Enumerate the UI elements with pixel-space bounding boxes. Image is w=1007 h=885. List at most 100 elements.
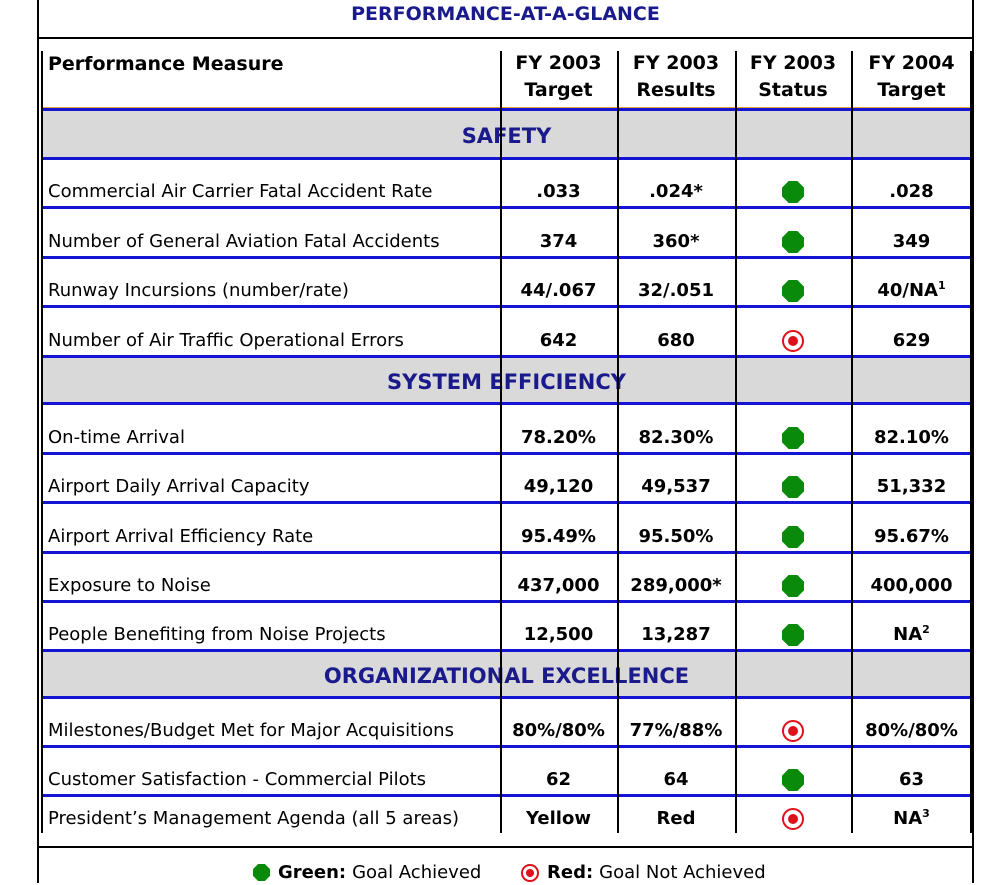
column-header-label: FY 2003 (515, 52, 602, 74)
fy2004-target-cell: 95.67% (851, 504, 972, 551)
section-header-row: SAFETY (41, 111, 972, 157)
section-title: SYSTEM EFFICIENCY (387, 369, 626, 394)
fy2003-target-cell: 44/.067 (500, 259, 617, 305)
column-header-sublabel: Status (758, 79, 828, 101)
fy2003-target-value: 49,120 (523, 476, 594, 497)
row-divider (41, 696, 972, 699)
fy2003-target-value: 642 (539, 330, 578, 351)
fy2004-target-wrap: 51,332 (877, 476, 946, 501)
measure-label: President’s Management Agenda (all 5 are… (48, 808, 459, 829)
fy2003-target-value: .033 (536, 181, 581, 202)
fy2004-target-cell: 80%/80% (851, 699, 972, 745)
green-status-icon (782, 427, 804, 449)
column-divider (500, 51, 502, 833)
fy2003-target-value: 12,500 (523, 624, 594, 645)
table-header-row: Performance Measure FY 2003 Target FY 20… (41, 51, 972, 109)
footnote-marker: 1 (937, 279, 946, 292)
measure-label: Customer Satisfaction - Commercial Pilot… (48, 769, 427, 790)
row-divider (41, 256, 972, 259)
green-status-icon (782, 526, 804, 548)
fy2003-target-cell: 62 (500, 748, 617, 794)
measure-cell: Milestones/Budget Met for Major Acquisit… (48, 699, 500, 745)
green-status-icon (782, 231, 804, 253)
legend-green: Green: Goal Achieved (253, 862, 481, 883)
fy2004-target-value: 63 (898, 769, 925, 790)
red-status-icon (521, 863, 539, 882)
fy2004-target-value: 400,000 (870, 575, 953, 596)
table-row: President’s Management Agenda (all 5 are… (41, 797, 972, 833)
fy2004-target-wrap: .028 (889, 181, 933, 206)
section-title: ORGANIZATIONAL EXCELLENCE (323, 663, 690, 688)
status-cell (735, 259, 851, 305)
measure-label: Runway Incursions (number/rate) (48, 280, 349, 301)
green-status-icon (782, 181, 804, 203)
table-row: People Benefiting from Noise Projects 12,… (41, 603, 972, 649)
fy2004-target-wrap: 82.10% (874, 427, 949, 452)
measure-cell: Runway Incursions (number/rate) (48, 259, 500, 305)
table-row: Customer Satisfaction - Commercial Pilot… (41, 748, 972, 794)
measure-cell: People Benefiting from Noise Projects (48, 603, 500, 649)
legend-red-text: Goal Not Achieved (599, 862, 766, 883)
fy2004-target-cell: 82.10% (851, 405, 972, 452)
footnote-marker: 3 (922, 807, 930, 820)
fy2004-target-cell: 63 (851, 748, 972, 794)
measure-label: People Benefiting from Noise Projects (48, 624, 386, 645)
column-header-sublabel: Target (877, 79, 946, 101)
measure-cell: President’s Management Agenda (all 5 are… (48, 797, 500, 833)
column-header-label: FY 2003 (632, 52, 720, 74)
row-divider (41, 206, 972, 209)
row-divider (41, 551, 972, 554)
fy2003-result-value: 64 (663, 769, 689, 790)
fy2003-target-value: 374 (539, 231, 578, 252)
fy2003-result-cell: 82.30% (617, 405, 735, 452)
red-status-icon (782, 720, 804, 742)
green-status-icon (782, 624, 804, 646)
table-row: On-time Arrival 78.20% 82.30% 82.10% (41, 405, 972, 452)
fy2004-target-cell: NA2 (851, 603, 972, 649)
fy2003-result-cell: 360* (617, 209, 735, 256)
fy2003-result-value: 49,537 (641, 476, 711, 497)
column-header-label: Performance Measure (48, 53, 284, 75)
fy2003-target-value: 78.20% (521, 427, 596, 448)
measure-cell: Number of General Aviation Fatal Acciden… (48, 209, 500, 256)
fy2003-target-value: 437,000 (517, 575, 600, 596)
fy2003-result-value: Red (656, 808, 696, 829)
section-header-row: ORGANIZATIONAL EXCELLENCE (41, 652, 972, 696)
fy2004-target-value: 629 (892, 330, 931, 351)
status-cell (735, 603, 851, 649)
column-header-fy2003-status: FY 2003 Status (735, 51, 851, 107)
fy2004-target-wrap: 629 (893, 330, 931, 355)
row-divider (41, 600, 972, 603)
fy2003-target-cell: 642 (500, 308, 617, 355)
column-header-label: FY 2003 (749, 52, 837, 74)
status-cell (735, 455, 851, 501)
fy2004-target-value: 40/NA (877, 280, 938, 301)
fy2004-target-wrap: 40/NA1 (877, 279, 945, 305)
column-header-fy2003-results: FY 2003 Results (617, 51, 735, 107)
column-header-measure: Performance Measure (48, 51, 500, 107)
fy2003-result-cell: Red (617, 797, 735, 833)
row-divider (41, 794, 972, 797)
fy2003-target-value: Yellow (526, 808, 591, 829)
status-cell (735, 504, 851, 551)
fy2003-target-cell: 80%/80% (500, 699, 617, 745)
legend-red: Red: Goal Not Achieved (521, 862, 766, 883)
fy2003-result-value: 95.50% (638, 526, 714, 547)
column-header-label: FY 2004 (868, 52, 955, 74)
legend-green-label: Green: (278, 862, 347, 883)
table-row: Airport Daily Arrival Capacity 49,120 49,5… (41, 455, 972, 501)
measure-cell: Airport Arrival Efficiency Rate (48, 504, 500, 551)
legend-green-text: Goal Achieved (352, 862, 482, 883)
measure-label: Airport Arrival Efficiency Rate (48, 526, 314, 547)
fy2003-target-cell: .033 (500, 160, 617, 206)
table-row: Number of Air Traffic Operational Errors… (41, 308, 972, 355)
measure-label: Number of General Aviation Fatal Acciden… (48, 231, 440, 252)
row-divider (41, 745, 972, 748)
table-row: Exposure to Noise 437,000 289,000* 400,000 (41, 554, 972, 600)
column-header-fy2003-target: FY 2003 Target (500, 51, 617, 107)
row-divider (41, 355, 972, 358)
fy2003-target-cell: 437,000 (500, 554, 617, 600)
fy2003-target-value: 62 (545, 769, 572, 790)
fy2004-target-value: .028 (889, 181, 934, 202)
red-status-icon (782, 330, 804, 352)
